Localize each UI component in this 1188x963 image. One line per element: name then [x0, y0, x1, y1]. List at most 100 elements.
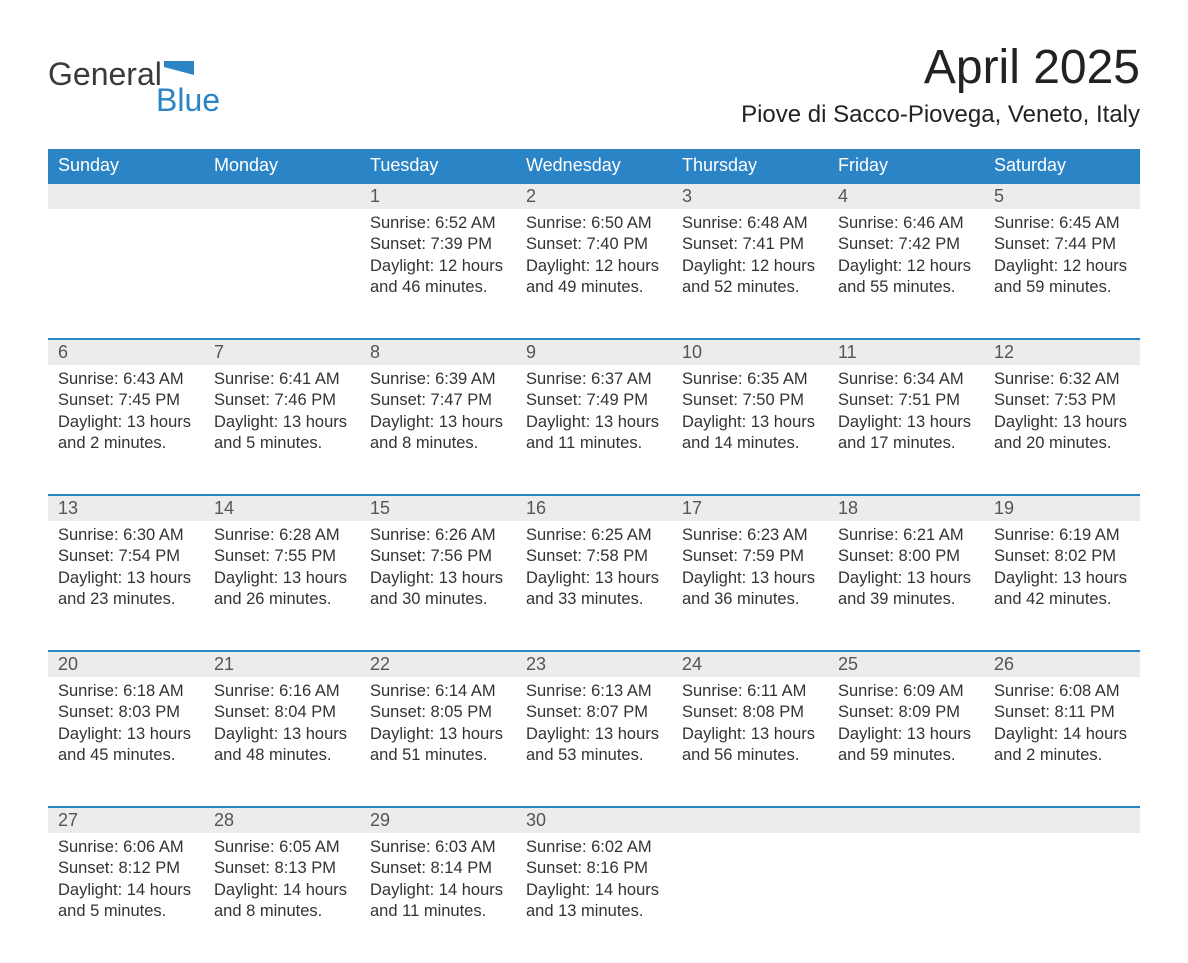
- sunrise-line: Sunrise: 6:34 AM: [838, 369, 974, 390]
- sunrise-line: Sunrise: 6:46 AM: [838, 213, 974, 234]
- sunset-line: Sunset: 8:16 PM: [526, 858, 662, 879]
- sunrise-line: Sunrise: 6:05 AM: [214, 837, 350, 858]
- day-cell: Sunrise: 6:21 AMSunset: 8:00 PMDaylight:…: [828, 521, 984, 651]
- daylight-line1: Daylight: 13 hours: [526, 568, 662, 589]
- day-body-row: Sunrise: 6:30 AMSunset: 7:54 PMDaylight:…: [48, 521, 1140, 651]
- weekday-header: Thursday: [672, 149, 828, 183]
- day-cell: Sunrise: 6:32 AMSunset: 7:53 PMDaylight:…: [984, 365, 1140, 495]
- daylight-line2: and 11 minutes.: [526, 433, 662, 454]
- daylight-line2: and 48 minutes.: [214, 745, 350, 766]
- sunrise-line: Sunrise: 6:41 AM: [214, 369, 350, 390]
- empty-daynum: [672, 807, 828, 833]
- sunset-line: Sunset: 8:04 PM: [214, 702, 350, 723]
- daylight-line2: and 2 minutes.: [58, 433, 194, 454]
- day-number: 12: [984, 339, 1140, 365]
- daylight-line2: and 39 minutes.: [838, 589, 974, 610]
- daylight-line1: Daylight: 13 hours: [994, 568, 1130, 589]
- day-number: 9: [516, 339, 672, 365]
- sunset-line: Sunset: 7:58 PM: [526, 546, 662, 567]
- daylight-line2: and 49 minutes.: [526, 277, 662, 298]
- sunrise-line: Sunrise: 6:39 AM: [370, 369, 506, 390]
- day-cell: Sunrise: 6:08 AMSunset: 8:11 PMDaylight:…: [984, 677, 1140, 807]
- daylight-line1: Daylight: 13 hours: [58, 568, 194, 589]
- sunrise-line: Sunrise: 6:06 AM: [58, 837, 194, 858]
- daylight-line2: and 5 minutes.: [214, 433, 350, 454]
- sunset-line: Sunset: 7:42 PM: [838, 234, 974, 255]
- day-number: 29: [360, 807, 516, 833]
- sunrise-line: Sunrise: 6:26 AM: [370, 525, 506, 546]
- daylight-line2: and 20 minutes.: [994, 433, 1130, 454]
- daylight-line2: and 11 minutes.: [370, 901, 506, 922]
- daylight-line1: Daylight: 13 hours: [682, 568, 818, 589]
- day-cell: Sunrise: 6:03 AMSunset: 8:14 PMDaylight:…: [360, 833, 516, 963]
- sunrise-line: Sunrise: 6:45 AM: [994, 213, 1130, 234]
- daylight-line1: Daylight: 14 hours: [526, 880, 662, 901]
- day-body-row: Sunrise: 6:52 AMSunset: 7:39 PMDaylight:…: [48, 209, 1140, 339]
- day-cell: Sunrise: 6:19 AMSunset: 8:02 PMDaylight:…: [984, 521, 1140, 651]
- sunset-line: Sunset: 7:51 PM: [838, 390, 974, 411]
- sunset-line: Sunset: 8:03 PM: [58, 702, 194, 723]
- daylight-line2: and 8 minutes.: [370, 433, 506, 454]
- sunrise-line: Sunrise: 6:43 AM: [58, 369, 194, 390]
- weekday-header-row: SundayMondayTuesdayWednesdayThursdayFrid…: [48, 149, 1140, 183]
- empty-daycell: [48, 209, 204, 339]
- day-number: 15: [360, 495, 516, 521]
- daylight-line2: and 59 minutes.: [838, 745, 974, 766]
- day-cell: Sunrise: 6:23 AMSunset: 7:59 PMDaylight:…: [672, 521, 828, 651]
- sunset-line: Sunset: 8:13 PM: [214, 858, 350, 879]
- daylight-line2: and 46 minutes.: [370, 277, 506, 298]
- day-number: 13: [48, 495, 204, 521]
- daylight-line1: Daylight: 13 hours: [994, 412, 1130, 433]
- daylight-line1: Daylight: 13 hours: [838, 724, 974, 745]
- day-number: 24: [672, 651, 828, 677]
- daylight-line2: and 30 minutes.: [370, 589, 506, 610]
- title-block: April 2025 Piove di Sacco-Piovega, Venet…: [741, 40, 1140, 139]
- daylight-line1: Daylight: 13 hours: [214, 568, 350, 589]
- sunset-line: Sunset: 7:45 PM: [58, 390, 194, 411]
- page-header: General Blue April 2025 Piove di Sacco-P…: [48, 40, 1140, 139]
- day-cell: Sunrise: 6:25 AMSunset: 7:58 PMDaylight:…: [516, 521, 672, 651]
- daylight-line1: Daylight: 14 hours: [214, 880, 350, 901]
- brand-logo: General Blue: [48, 58, 220, 116]
- sunset-line: Sunset: 7:56 PM: [370, 546, 506, 567]
- day-number: 1: [360, 183, 516, 209]
- daylight-line1: Daylight: 13 hours: [682, 724, 818, 745]
- sunset-line: Sunset: 7:49 PM: [526, 390, 662, 411]
- empty-daynum: [204, 183, 360, 209]
- day-number: 19: [984, 495, 1140, 521]
- day-cell: Sunrise: 6:46 AMSunset: 7:42 PMDaylight:…: [828, 209, 984, 339]
- sunrise-line: Sunrise: 6:09 AM: [838, 681, 974, 702]
- sunrise-line: Sunrise: 6:30 AM: [58, 525, 194, 546]
- empty-daynum: [48, 183, 204, 209]
- sunset-line: Sunset: 7:53 PM: [994, 390, 1130, 411]
- day-number: 30: [516, 807, 672, 833]
- day-cell: Sunrise: 6:30 AMSunset: 7:54 PMDaylight:…: [48, 521, 204, 651]
- day-cell: Sunrise: 6:48 AMSunset: 7:41 PMDaylight:…: [672, 209, 828, 339]
- daylight-line2: and 51 minutes.: [370, 745, 506, 766]
- day-body-row: Sunrise: 6:06 AMSunset: 8:12 PMDaylight:…: [48, 833, 1140, 963]
- day-number: 10: [672, 339, 828, 365]
- daylight-line1: Daylight: 13 hours: [526, 412, 662, 433]
- sunset-line: Sunset: 8:14 PM: [370, 858, 506, 879]
- daylight-line2: and 36 minutes.: [682, 589, 818, 610]
- daylight-line1: Daylight: 13 hours: [526, 724, 662, 745]
- empty-daynum: [984, 807, 1140, 833]
- day-cell: Sunrise: 6:13 AMSunset: 8:07 PMDaylight:…: [516, 677, 672, 807]
- day-number: 5: [984, 183, 1140, 209]
- weekday-header: Saturday: [984, 149, 1140, 183]
- day-cell: Sunrise: 6:41 AMSunset: 7:46 PMDaylight:…: [204, 365, 360, 495]
- calendar-page: General Blue April 2025 Piove di Sacco-P…: [0, 0, 1188, 963]
- sunset-line: Sunset: 7:46 PM: [214, 390, 350, 411]
- sunset-line: Sunset: 7:50 PM: [682, 390, 818, 411]
- day-cell: Sunrise: 6:39 AMSunset: 7:47 PMDaylight:…: [360, 365, 516, 495]
- weekday-header: Friday: [828, 149, 984, 183]
- sunrise-line: Sunrise: 6:23 AM: [682, 525, 818, 546]
- sunset-line: Sunset: 8:09 PM: [838, 702, 974, 723]
- sunrise-line: Sunrise: 6:37 AM: [526, 369, 662, 390]
- sunrise-line: Sunrise: 6:19 AM: [994, 525, 1130, 546]
- location-subtitle: Piove di Sacco-Piovega, Veneto, Italy: [741, 101, 1140, 129]
- daylight-line2: and 53 minutes.: [526, 745, 662, 766]
- day-cell: Sunrise: 6:50 AMSunset: 7:40 PMDaylight:…: [516, 209, 672, 339]
- weekday-header: Sunday: [48, 149, 204, 183]
- day-number: 14: [204, 495, 360, 521]
